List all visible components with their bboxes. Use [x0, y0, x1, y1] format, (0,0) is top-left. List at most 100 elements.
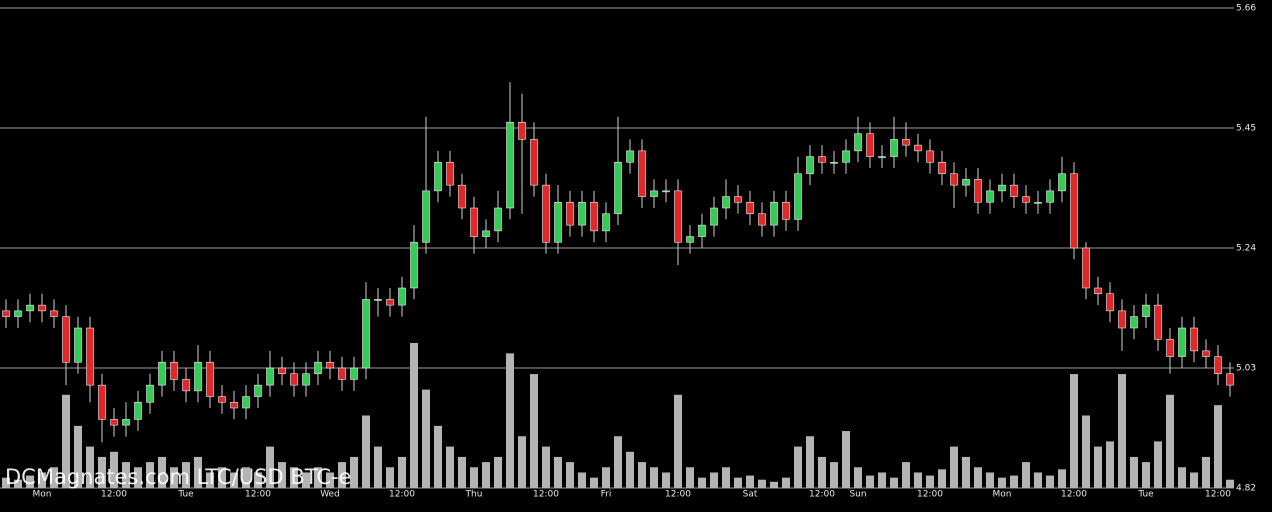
volume-bar: [590, 477, 598, 488]
candle-body: [278, 367, 286, 375]
candle-body: [626, 150, 634, 163]
candle-body: [1214, 356, 1222, 375]
candle-body: [590, 201, 598, 232]
x-tick-label: Mon: [993, 490, 1012, 500]
candle-body: [410, 241, 418, 289]
volume-bar: [962, 456, 970, 488]
candle-body: [254, 384, 262, 397]
volume-bar: [386, 467, 394, 488]
candle-body: [1046, 190, 1054, 203]
candle-body: [878, 156, 886, 158]
volume-bar: [1058, 469, 1066, 488]
volume-bar: [74, 425, 82, 488]
volume-bar: [374, 446, 382, 488]
volume-bar: [470, 467, 478, 488]
volume-bar: [554, 456, 562, 488]
volume-bar: [254, 472, 262, 488]
y-tick-label: 5.66: [1236, 4, 1256, 14]
x-tick-label: Tue: [177, 490, 194, 500]
volume-bar: [782, 477, 790, 488]
volume-bar: [758, 479, 766, 488]
volume-bar: [26, 475, 34, 488]
volume-bar: [1202, 456, 1210, 488]
x-tick-label: Thu: [465, 490, 483, 500]
candle-body: [74, 327, 82, 363]
volume-bar: [818, 456, 826, 488]
volume-bar: [1214, 405, 1222, 488]
candle-body: [902, 139, 910, 146]
candle-body: [1130, 316, 1138, 329]
candle-body: [938, 161, 946, 175]
volume-bar: [62, 394, 70, 488]
candle-body: [962, 179, 970, 186]
volume-bar: [722, 467, 730, 488]
volume-bar: [1034, 472, 1042, 488]
volume-bar: [314, 467, 322, 488]
volume-bar: [986, 472, 994, 488]
candle-body: [218, 396, 226, 403]
x-tick-label: Mon: [33, 490, 52, 500]
volume-bar: [218, 467, 226, 488]
volume-bar: [146, 462, 154, 488]
volume-bar: [230, 472, 238, 488]
candle-body: [1202, 350, 1210, 357]
candle-body: [458, 184, 466, 209]
candle-body: [170, 361, 178, 380]
volume-bar: [518, 436, 526, 488]
x-tick-label: 12:00: [1205, 490, 1231, 500]
volume-bar: [398, 456, 406, 488]
volume-bar: [866, 475, 874, 488]
volume-bar: [626, 451, 634, 488]
volume-bar: [290, 467, 298, 488]
volume-bar: [506, 353, 514, 488]
candle-body: [854, 133, 862, 152]
volume-bar: [806, 436, 814, 488]
volume-bar: [158, 456, 166, 488]
label-layer: 4.82 5.03 5.24 5.45 5.66 Mon 12:00 Tue 12:00 Wed 1…: [33, 4, 1257, 500]
candle-body: [1178, 327, 1186, 357]
x-tick-label: 12:00: [245, 490, 271, 500]
x-tick-label: Fri: [601, 490, 612, 500]
candle-body: [818, 156, 826, 163]
volume-bar: [338, 462, 346, 488]
volume-bar: [1190, 472, 1198, 488]
candle-body: [1106, 293, 1114, 312]
candle-body: [1058, 173, 1066, 192]
volume-bar: [350, 456, 358, 488]
candle-body: [506, 121, 514, 209]
volume-bar: [458, 456, 466, 488]
volume-bar: [686, 467, 694, 488]
volume-bar: [182, 462, 190, 488]
candle-body: [302, 373, 310, 386]
candle-body: [998, 184, 1006, 192]
volume-bar: [674, 394, 682, 488]
x-tick-label: 12:00: [917, 490, 943, 500]
volume-bar: [890, 477, 898, 488]
volume-bar: [710, 472, 718, 488]
x-tick-label: 12:00: [101, 490, 127, 500]
volume-bar: [1010, 475, 1018, 488]
candle-body: [470, 207, 478, 237]
candle-body: [1070, 173, 1078, 249]
volume-bar: [110, 451, 118, 488]
candle-body: [1082, 247, 1090, 289]
volume-bar: [38, 472, 46, 488]
volume-bar: [578, 472, 586, 488]
candle-body: [782, 201, 790, 220]
candle-body: [266, 367, 274, 386]
candle-body: [194, 361, 202, 392]
candle-body: [146, 384, 154, 403]
watermark: DCMagnates.com LTC/USD BTC-e: [5, 465, 351, 489]
volume-bar: [206, 472, 214, 488]
candle-body: [2, 310, 10, 317]
volume-bar: [266, 446, 274, 488]
candle-body: [542, 184, 550, 243]
candle-body: [182, 379, 190, 392]
volume-bar: [278, 462, 286, 488]
x-tick-label: Wed: [320, 490, 340, 500]
volume-bar: [1178, 467, 1186, 488]
volume-bar: [362, 415, 370, 488]
candle-body: [734, 196, 742, 203]
volume-bar: [854, 467, 862, 488]
candle-body: [494, 207, 502, 232]
